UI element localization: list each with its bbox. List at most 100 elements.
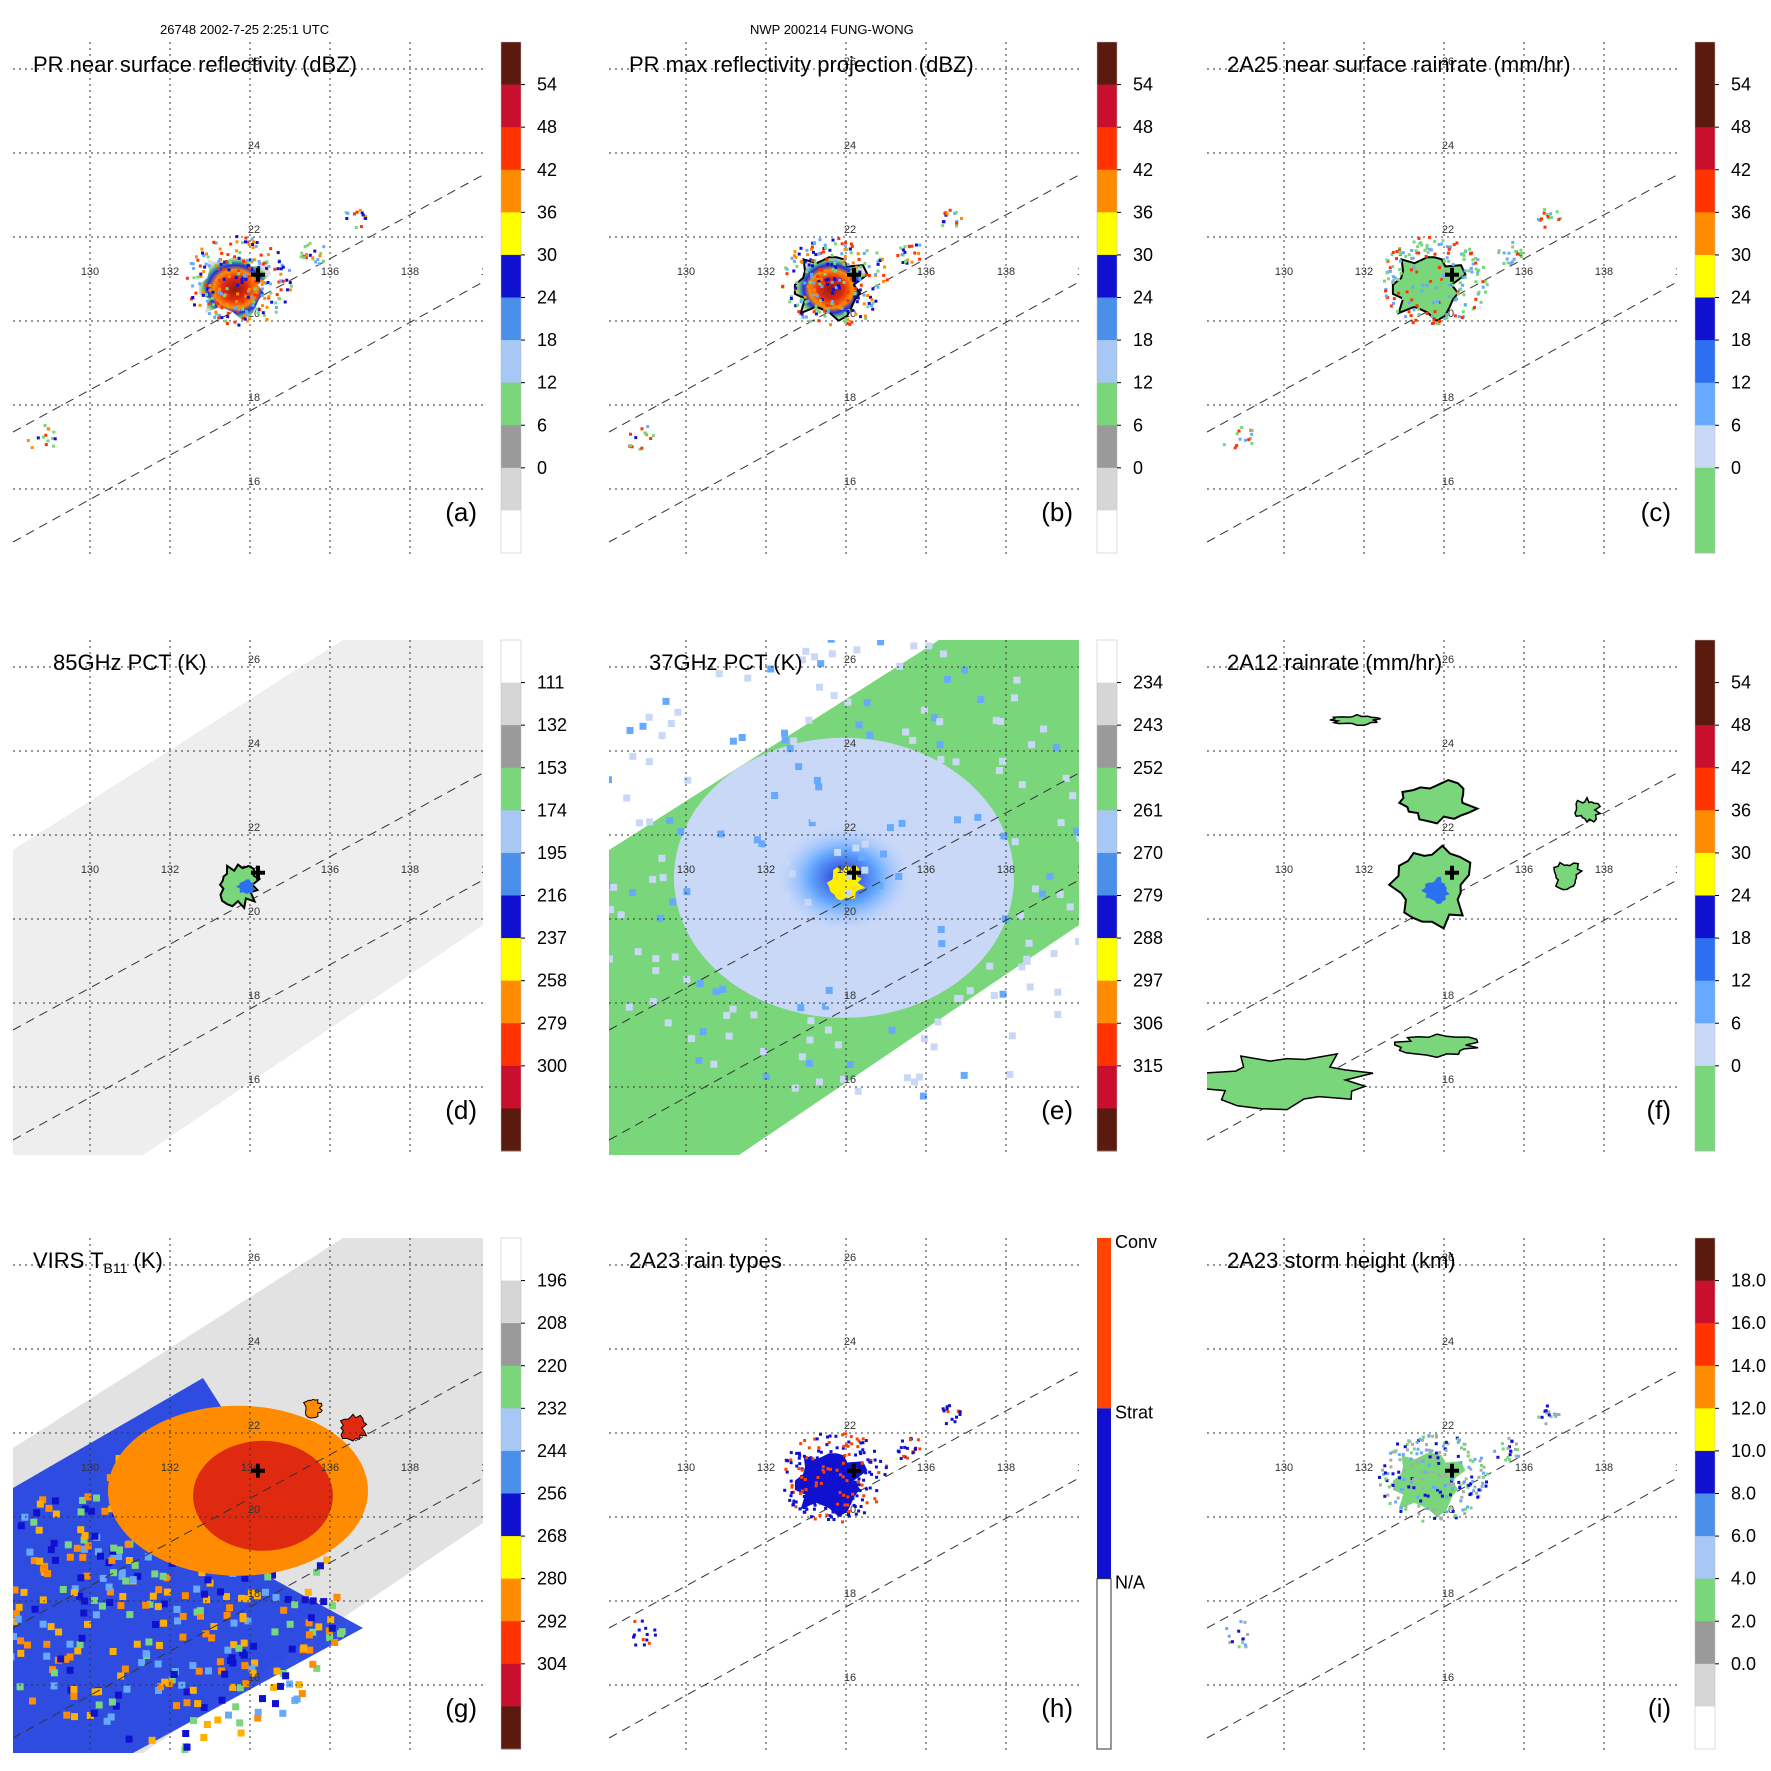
echo-pixel xyxy=(820,303,823,306)
colorbar-tick-label: 244 xyxy=(537,1441,567,1461)
virs-pixel xyxy=(203,1721,211,1728)
echo-pixel xyxy=(840,242,844,246)
echo-pixel xyxy=(804,300,808,304)
echo-pixel xyxy=(1391,275,1395,279)
virs-pixel xyxy=(316,1562,324,1570)
virs-pixel xyxy=(195,1667,203,1675)
virs-pixel xyxy=(236,1719,244,1727)
echo-pixel xyxy=(796,1479,800,1483)
echo-pixel xyxy=(1407,310,1411,314)
panel-label: (e) xyxy=(1041,1095,1073,1125)
echo-pixel xyxy=(811,293,815,297)
rainband-pixel xyxy=(1510,1439,1514,1443)
echo-pixel xyxy=(835,1446,839,1450)
panel-title-unit: (K) xyxy=(127,1248,162,1273)
rainband-pixel xyxy=(311,256,315,260)
echo-pixel xyxy=(1394,1500,1398,1504)
echo-pixel xyxy=(813,1517,817,1521)
virs-pixel xyxy=(77,1526,85,1534)
lat-tick-label: 24 xyxy=(248,1336,260,1348)
echo-pixel xyxy=(1474,261,1478,265)
virs-pixel xyxy=(293,1695,301,1703)
virs-pixel xyxy=(71,1713,78,1721)
rainband-pixel xyxy=(1519,248,1523,252)
echo-pixel xyxy=(1461,252,1465,256)
echo-pixel xyxy=(875,284,879,287)
echo-pixel xyxy=(214,312,218,316)
colorbar-segment xyxy=(501,425,521,469)
pct37-pixel xyxy=(1052,743,1060,751)
echo-pixel xyxy=(822,1470,826,1474)
echo-pixel xyxy=(1450,1479,1454,1483)
virs-pixel xyxy=(313,1664,321,1672)
virs-pixel xyxy=(328,1602,336,1610)
echo-pixel xyxy=(1436,1476,1440,1480)
echo-pixel xyxy=(842,1444,846,1448)
rainband-pixel xyxy=(1243,1643,1247,1647)
storm-center-marker xyxy=(1445,865,1459,880)
virs-pixel xyxy=(248,1664,256,1672)
virs-pixel xyxy=(305,1631,313,1639)
echo-pixel xyxy=(790,1491,794,1495)
echo-pixel xyxy=(814,1484,818,1488)
rainband-pixel xyxy=(945,1405,949,1409)
colorbar-segment xyxy=(1695,1065,1715,1109)
pct37-pixel xyxy=(732,892,740,900)
virs-pixel xyxy=(196,1607,204,1615)
echo-pixel xyxy=(1385,271,1389,275)
pct37-pixel xyxy=(645,758,653,766)
colorbar-tick-label: 0 xyxy=(1133,458,1143,478)
pct37-pixel xyxy=(664,1019,672,1027)
echo-pixel xyxy=(1437,1461,1441,1465)
echo-pixel xyxy=(783,1488,787,1492)
pct37-pixel xyxy=(760,1048,768,1055)
echo-pixel xyxy=(1420,243,1424,247)
echo-pixel xyxy=(1460,252,1464,256)
lon-tick-label: 130 xyxy=(677,266,695,278)
pct37-pixel xyxy=(722,962,730,969)
pct37-pixel xyxy=(853,781,861,789)
rainband-pixel xyxy=(914,243,918,247)
echo-pixel xyxy=(1479,1488,1483,1492)
echo-pixel xyxy=(826,1502,830,1506)
virs-pixel xyxy=(39,1620,47,1628)
echo-pixel xyxy=(265,260,269,264)
echo-pixel xyxy=(229,242,233,246)
echo-pixel xyxy=(236,292,240,296)
echo-pixel xyxy=(821,1465,825,1469)
rainband-pixel xyxy=(1246,1633,1249,1636)
virs-pixel xyxy=(80,1545,88,1553)
echo-pixel xyxy=(820,284,824,288)
echo-pixel xyxy=(835,302,839,306)
pct37-pixel xyxy=(765,862,773,870)
colorbar-segment xyxy=(501,1493,521,1537)
echo-pixel xyxy=(853,1480,857,1484)
pct37-pixel xyxy=(1062,774,1070,782)
echo-pixel xyxy=(227,270,231,274)
echo-pixel xyxy=(868,1470,872,1474)
echo-pixel xyxy=(285,278,289,282)
echo-pixel xyxy=(1428,235,1432,239)
pct37-pixel xyxy=(927,933,934,941)
echo-pixel xyxy=(1423,1493,1427,1497)
echo-pixel xyxy=(1476,258,1480,262)
echo-pixel xyxy=(1389,1451,1393,1455)
echo-pixel xyxy=(1414,249,1418,253)
echo-pixel xyxy=(249,267,253,271)
colorbar-segment xyxy=(501,42,521,86)
echo-pixel xyxy=(262,313,266,317)
echo-pixel xyxy=(834,1487,838,1491)
echo-pixel xyxy=(1447,1483,1451,1487)
colorbar-segment xyxy=(1695,212,1715,256)
echo-pixel xyxy=(224,319,228,323)
echo-pixel xyxy=(255,307,259,311)
echo-pixel xyxy=(829,1450,833,1454)
echo-pixel xyxy=(830,280,834,284)
virs-pixel xyxy=(115,1691,122,1699)
virs-pixel xyxy=(190,1717,197,1725)
virs-pixel xyxy=(71,1585,79,1593)
echo-pixel xyxy=(1395,250,1399,253)
echo-pixel xyxy=(1425,247,1429,250)
echo-pixel xyxy=(1409,1486,1413,1490)
colorbar-tick-label: 48 xyxy=(1133,117,1153,137)
